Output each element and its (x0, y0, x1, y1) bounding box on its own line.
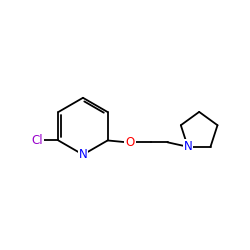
Text: O: O (125, 136, 134, 149)
Text: Cl: Cl (32, 134, 43, 147)
Text: N: N (78, 148, 87, 161)
Text: N: N (184, 140, 192, 153)
